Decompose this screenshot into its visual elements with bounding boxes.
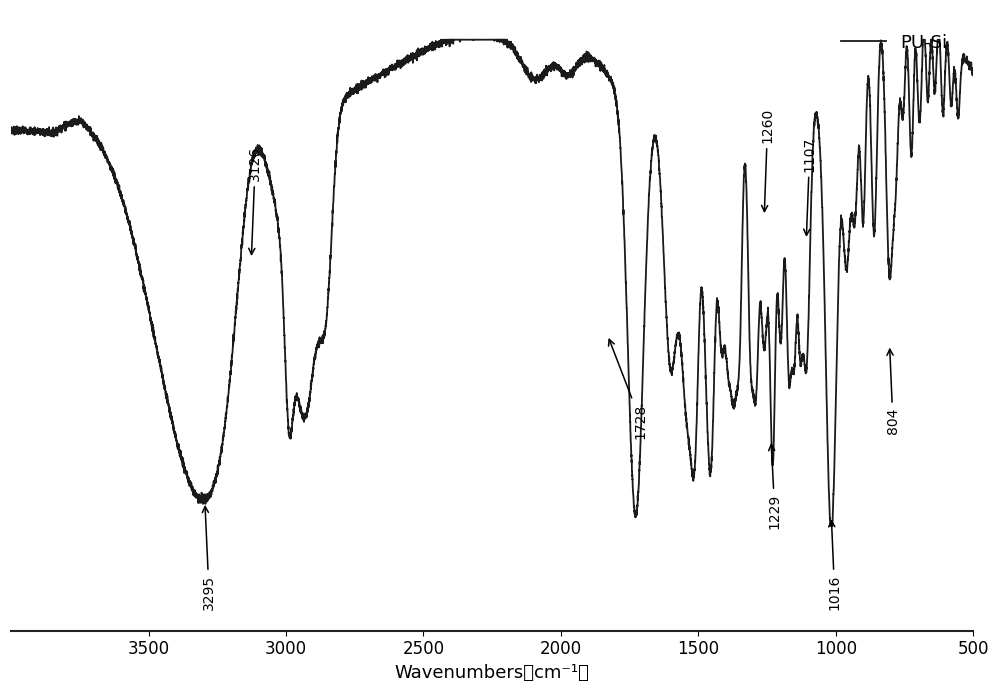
PU-Si xyxy=(824,522,836,530)
Text: 3295: 3295 xyxy=(202,507,216,610)
PU-Si xyxy=(574,54,586,62)
Text: 1229: 1229 xyxy=(768,444,782,529)
PU-Si xyxy=(5,123,17,131)
Legend: PU-Si: PU-Si xyxy=(833,26,954,59)
Text: 3126: 3126 xyxy=(248,146,262,254)
PU-Si xyxy=(718,342,730,350)
PU-Si xyxy=(435,35,447,44)
Line: PU-Si: PU-Si xyxy=(11,40,973,526)
Text: 1728: 1728 xyxy=(609,340,648,439)
X-axis label: Wavenumbers（cm⁻¹）: Wavenumbers（cm⁻¹） xyxy=(395,664,590,682)
Text: 1260: 1260 xyxy=(761,108,775,211)
Text: 804: 804 xyxy=(886,349,900,434)
Text: 1016: 1016 xyxy=(828,520,842,610)
PU-Si xyxy=(967,65,979,73)
PU-Si xyxy=(53,127,65,135)
PU-Si xyxy=(770,330,782,338)
PU-Si xyxy=(353,86,365,94)
PU-Si xyxy=(616,182,628,191)
Text: 1107: 1107 xyxy=(803,137,817,236)
